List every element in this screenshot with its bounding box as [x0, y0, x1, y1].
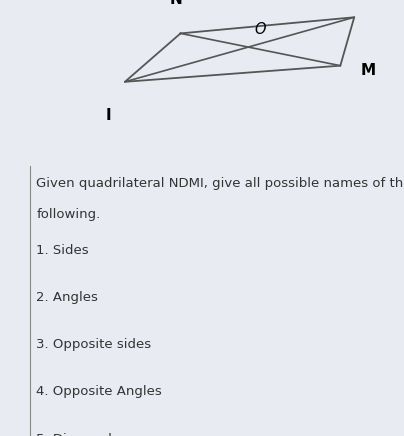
- Text: following.: following.: [36, 208, 101, 221]
- Text: O: O: [255, 22, 266, 37]
- Text: 2. Angles: 2. Angles: [36, 291, 98, 304]
- Text: I: I: [106, 108, 112, 123]
- Text: 4. Opposite Angles: 4. Opposite Angles: [36, 385, 162, 399]
- Text: Given quadrilateral NDMI, give all possible names of th: Given quadrilateral NDMI, give all possi…: [36, 177, 404, 190]
- Text: 1. Sides: 1. Sides: [36, 244, 89, 257]
- Text: M: M: [360, 62, 376, 78]
- Text: 5. Diagonals: 5. Diagonals: [36, 433, 119, 436]
- Text: 3. Opposite sides: 3. Opposite sides: [36, 338, 152, 351]
- Text: N: N: [170, 0, 183, 7]
